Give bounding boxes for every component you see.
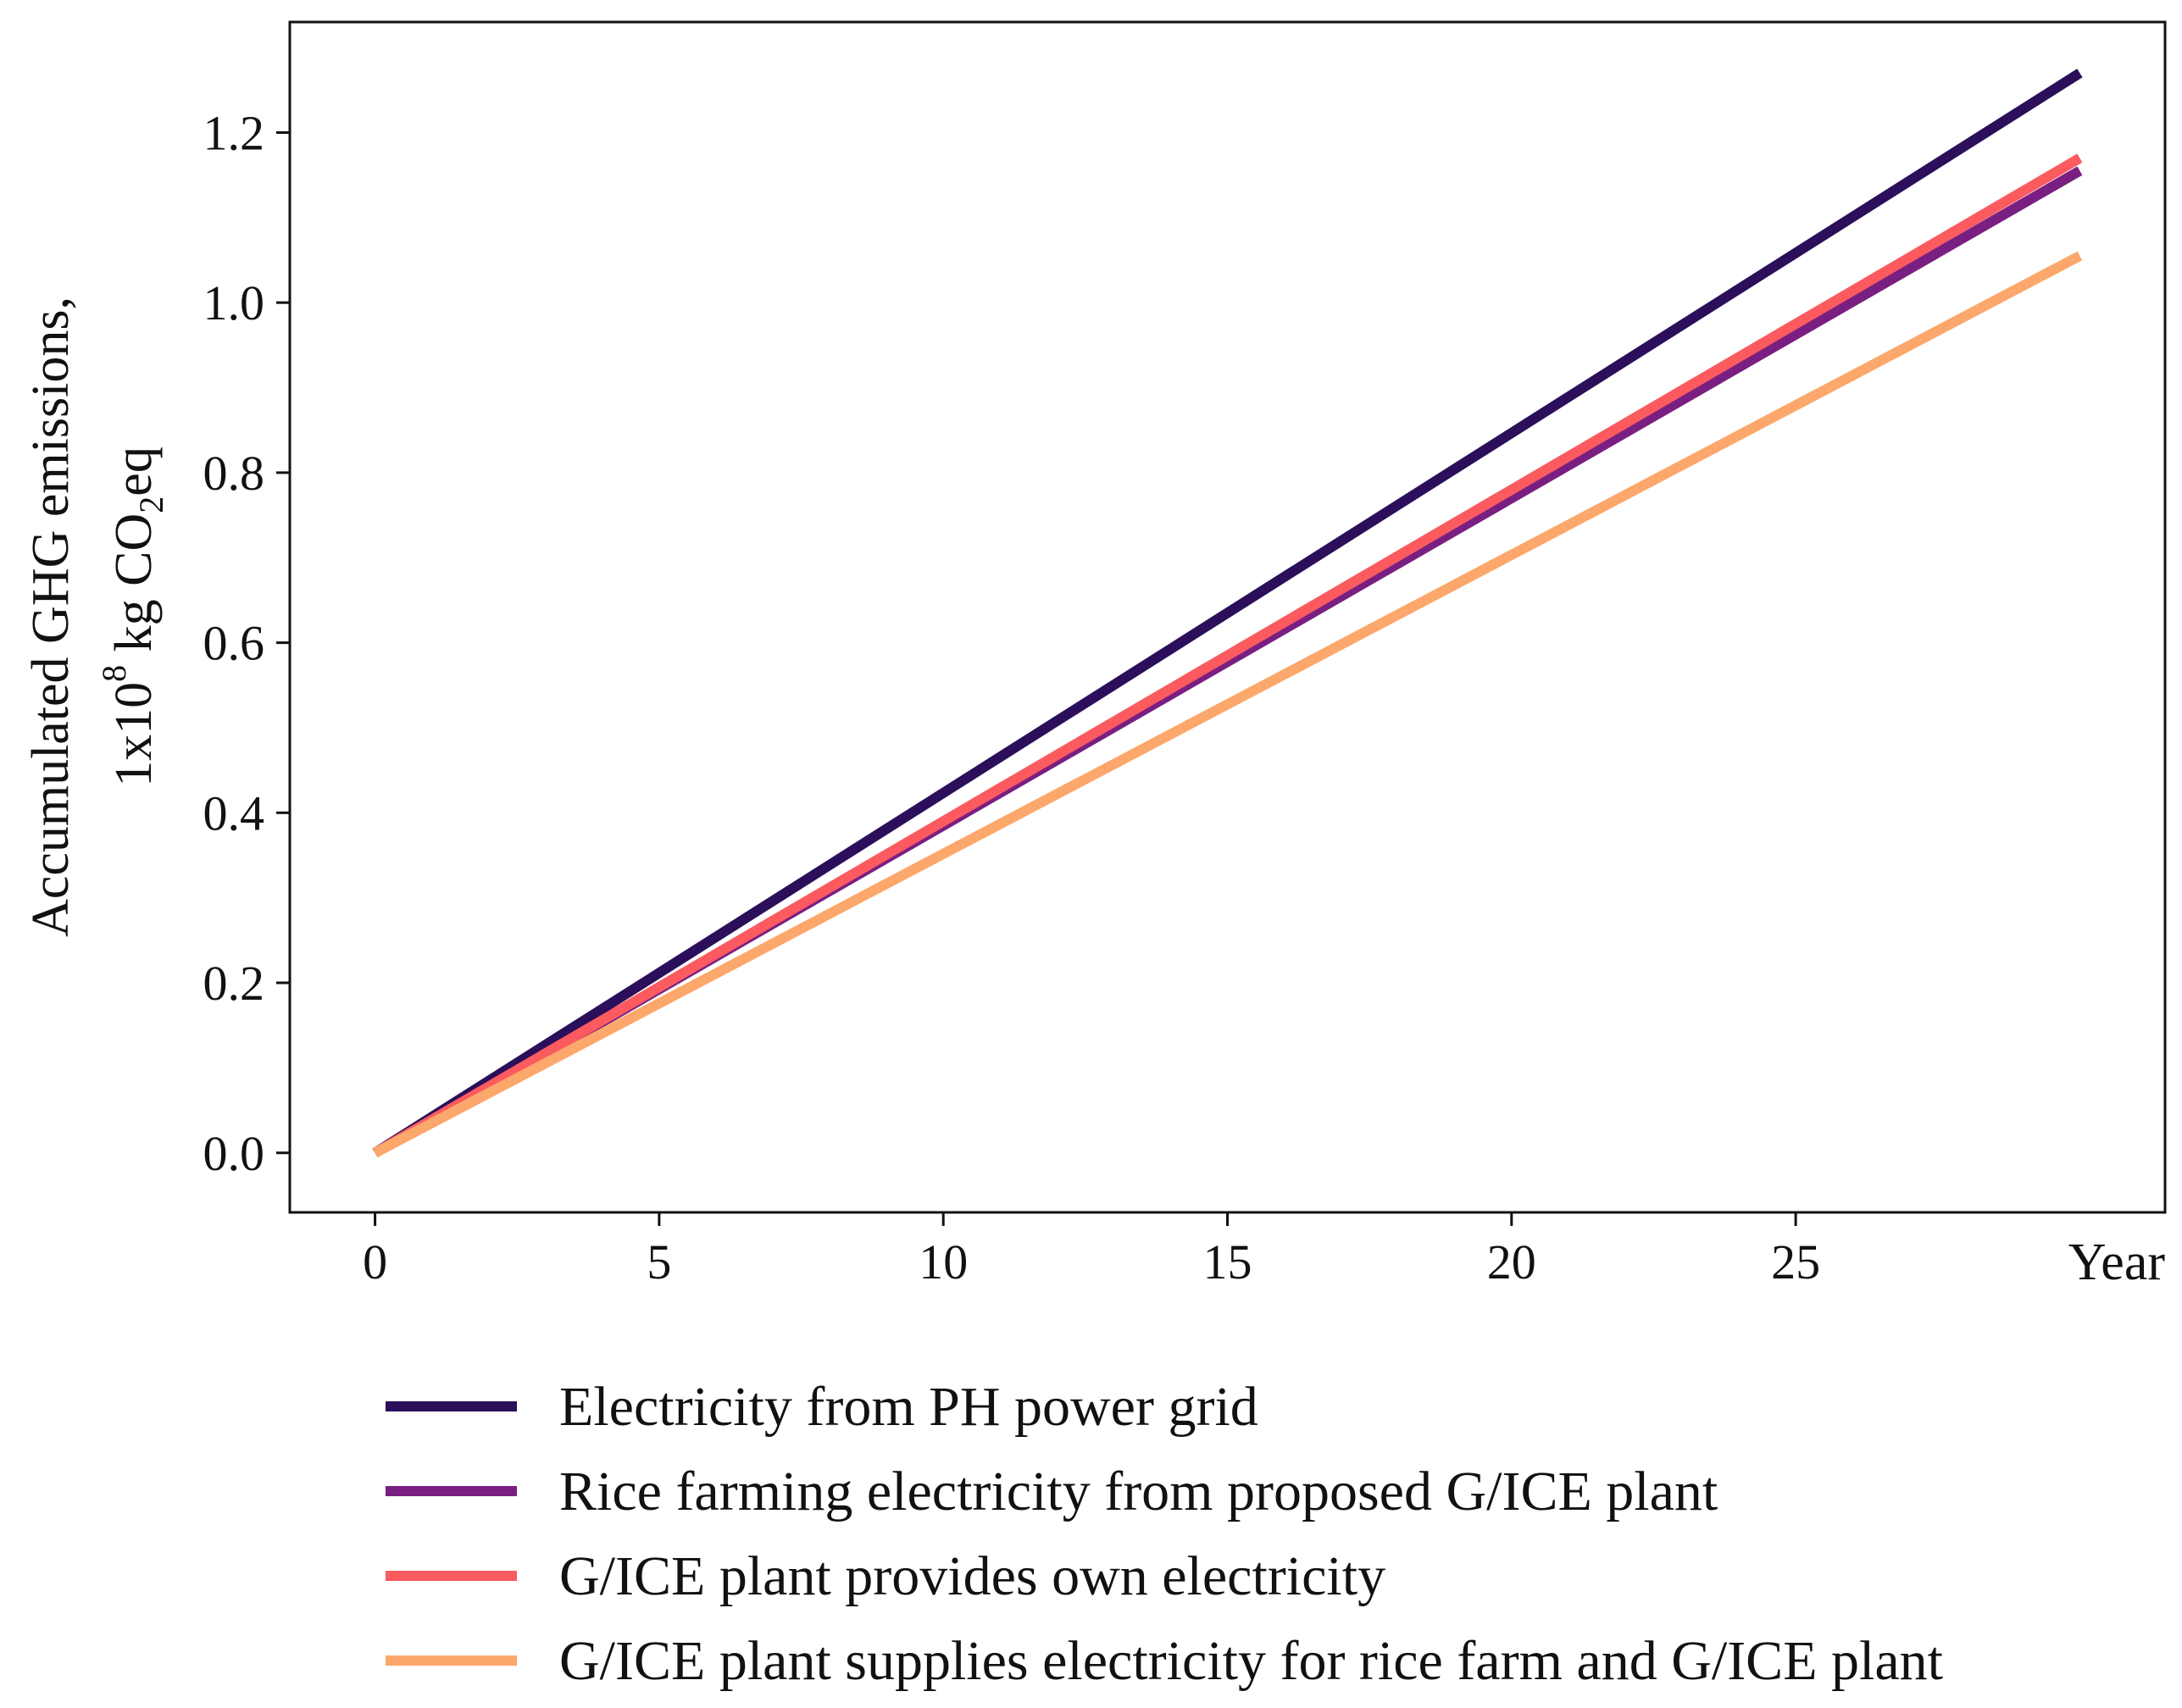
y-label-part-suffix: eq bbox=[105, 446, 163, 496]
x-tick-label: 25 bbox=[1771, 1234, 1820, 1289]
series-line-4 bbox=[372, 251, 2083, 1158]
x-axis-label: Year bbox=[2068, 1234, 2166, 1291]
series-lines bbox=[372, 69, 2083, 1158]
y-label-part-exponent: 8 bbox=[95, 665, 133, 682]
y-tick-label: 1.0 bbox=[203, 275, 265, 330]
series-line-1 bbox=[372, 69, 2083, 1157]
x-tick-label: 10 bbox=[919, 1234, 968, 1289]
y-ticks: 0.0 0.2 0.4 0.6 0.8 1.0 1.2 bbox=[203, 105, 290, 1181]
legend: Electricity from PH power grid Rice farmi… bbox=[386, 1376, 1943, 1692]
y-tick-label: 0.2 bbox=[203, 956, 265, 1011]
series-line-3 bbox=[372, 153, 2083, 1157]
y-tick-label: 0.4 bbox=[203, 785, 265, 840]
legend-label: G/ICE plant supplies electricity for ric… bbox=[559, 1630, 1943, 1692]
y-label-part-subscript: 2 bbox=[132, 496, 170, 513]
x-tick-label: 5 bbox=[647, 1234, 671, 1289]
x-tick-label: 20 bbox=[1487, 1234, 1536, 1289]
y-tick-label: 1.2 bbox=[203, 105, 265, 160]
x-ticks: 0 5 10 15 20 25 bbox=[363, 1212, 1820, 1289]
legend-label: Electricity from PH power grid bbox=[559, 1376, 1258, 1438]
y-tick-label: 0.0 bbox=[203, 1126, 265, 1181]
legend-label: Rice farming electricity from proposed G… bbox=[559, 1461, 1718, 1522]
y-axis-label-line2: 1x108 kg CO2eq bbox=[95, 446, 170, 787]
x-tick-label: 15 bbox=[1203, 1234, 1252, 1289]
y-tick-label: 0.6 bbox=[203, 616, 265, 671]
y-axis-label: Accumulated GHG emissions, 1x108 kg CO2e… bbox=[22, 297, 170, 937]
y-label-part-unit: kg CO bbox=[105, 513, 163, 665]
y-tick-label: 0.8 bbox=[203, 446, 265, 501]
y-axis-label-line1: Accumulated GHG emissions, bbox=[22, 297, 80, 937]
y-label-part-base: 1x10 bbox=[105, 682, 163, 787]
x-tick-label: 0 bbox=[363, 1234, 387, 1289]
legend-label: G/ICE plant provides own electricity bbox=[559, 1545, 1385, 1607]
